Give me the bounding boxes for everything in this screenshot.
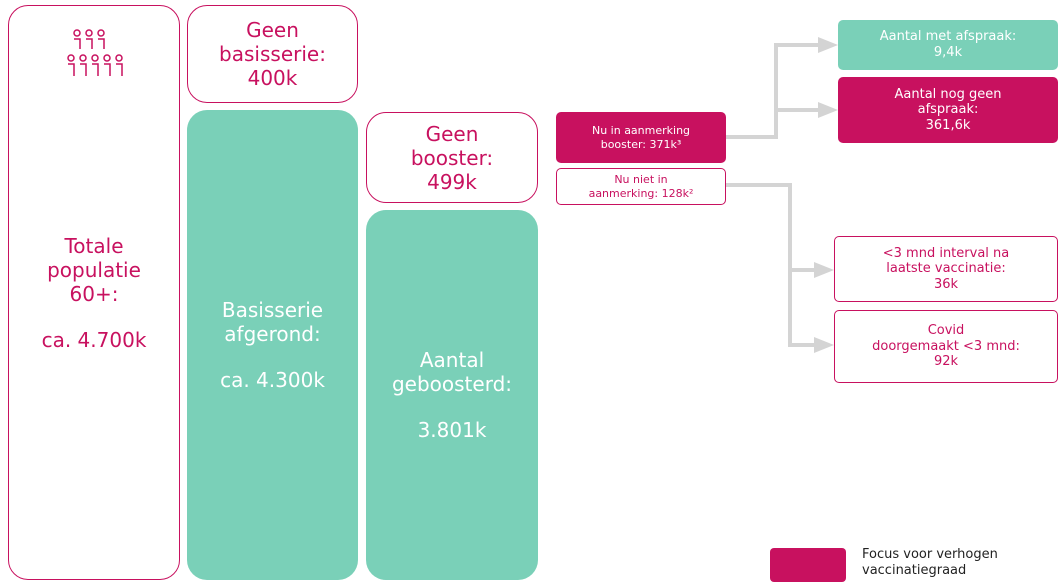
label: <3 mnd interval na xyxy=(882,245,1010,261)
value: 92k xyxy=(933,354,959,370)
people-icon xyxy=(67,29,123,76)
interval-short: <3 mnd interval na laatste vaccinatie: 3… xyxy=(834,236,1058,302)
arrowhead xyxy=(814,262,834,278)
label: afspraak: xyxy=(917,102,979,118)
value: 499k xyxy=(427,169,477,194)
label: geboosterd: xyxy=(391,372,513,396)
label: doorgemaakt <3 mnd: xyxy=(872,338,1020,354)
label: afgerond: xyxy=(224,322,321,346)
arrow xyxy=(726,43,820,139)
label: Nu niet in xyxy=(614,173,668,187)
label: basisserie: xyxy=(219,42,326,66)
value: ca. 4.700k xyxy=(41,327,147,352)
boosted: Aantal geboosterd: 3.801k xyxy=(366,210,538,580)
label: booster: 371k³ xyxy=(600,137,682,151)
value: 3.801k xyxy=(417,418,487,442)
not-eligible: Nu niet in aanmerking: 128k² xyxy=(556,168,726,205)
legend-line: vaccinatiegraad xyxy=(862,563,967,579)
total-population: Totale populatie 60+: ca. 4.700k xyxy=(8,5,180,580)
base-series-done: Basisserie afgerond: ca. 4.300k xyxy=(187,110,358,580)
arrowhead xyxy=(818,37,838,53)
arrowhead xyxy=(818,102,838,118)
label: Aantal xyxy=(419,348,485,372)
no-appointment: Aantal nog geen afspraak: 361,6k xyxy=(838,77,1058,143)
recent-covid: Covid doorgemaakt <3 mnd: 92k xyxy=(834,310,1058,383)
arrow xyxy=(726,183,816,272)
label: booster: xyxy=(410,145,494,170)
no-base-series: Geen basisserie: 400k xyxy=(187,5,358,103)
legend-line: Focus voor verhogen xyxy=(862,547,998,562)
no-booster: Geen booster: 499k xyxy=(366,112,538,203)
value: 36k xyxy=(933,276,959,292)
legend-swatch xyxy=(770,548,846,582)
label: laatste vaccinatie: xyxy=(886,261,1006,277)
label: Aantal met afspraak: xyxy=(879,29,1017,45)
value: 9,4k xyxy=(933,45,963,60)
label: Covid xyxy=(927,323,965,339)
label: populatie xyxy=(47,257,141,282)
value: 361,6k xyxy=(925,117,971,133)
label: aanmerking: 128k² xyxy=(588,186,694,200)
arrow xyxy=(774,108,820,137)
eligible-booster: Nu in aanmerking booster: 371k³ xyxy=(556,112,726,163)
legend-text: Focus voor verhogen vaccinatiegraad xyxy=(862,547,998,580)
label: Basisserie xyxy=(221,298,324,322)
label: Geen xyxy=(246,18,299,42)
value: ca. 4.300k xyxy=(220,368,325,392)
value: 400k xyxy=(247,66,298,90)
arrow xyxy=(788,270,816,347)
label: 60+: xyxy=(69,281,119,306)
arrowhead xyxy=(814,337,834,353)
label: Nu in aanmerking xyxy=(591,124,691,138)
with-appointment: Aantal met afspraak: 9,4k xyxy=(838,20,1058,70)
label: Geen xyxy=(425,121,479,146)
label: Aantal nog geen xyxy=(894,86,1002,102)
label: Totale xyxy=(64,233,124,258)
